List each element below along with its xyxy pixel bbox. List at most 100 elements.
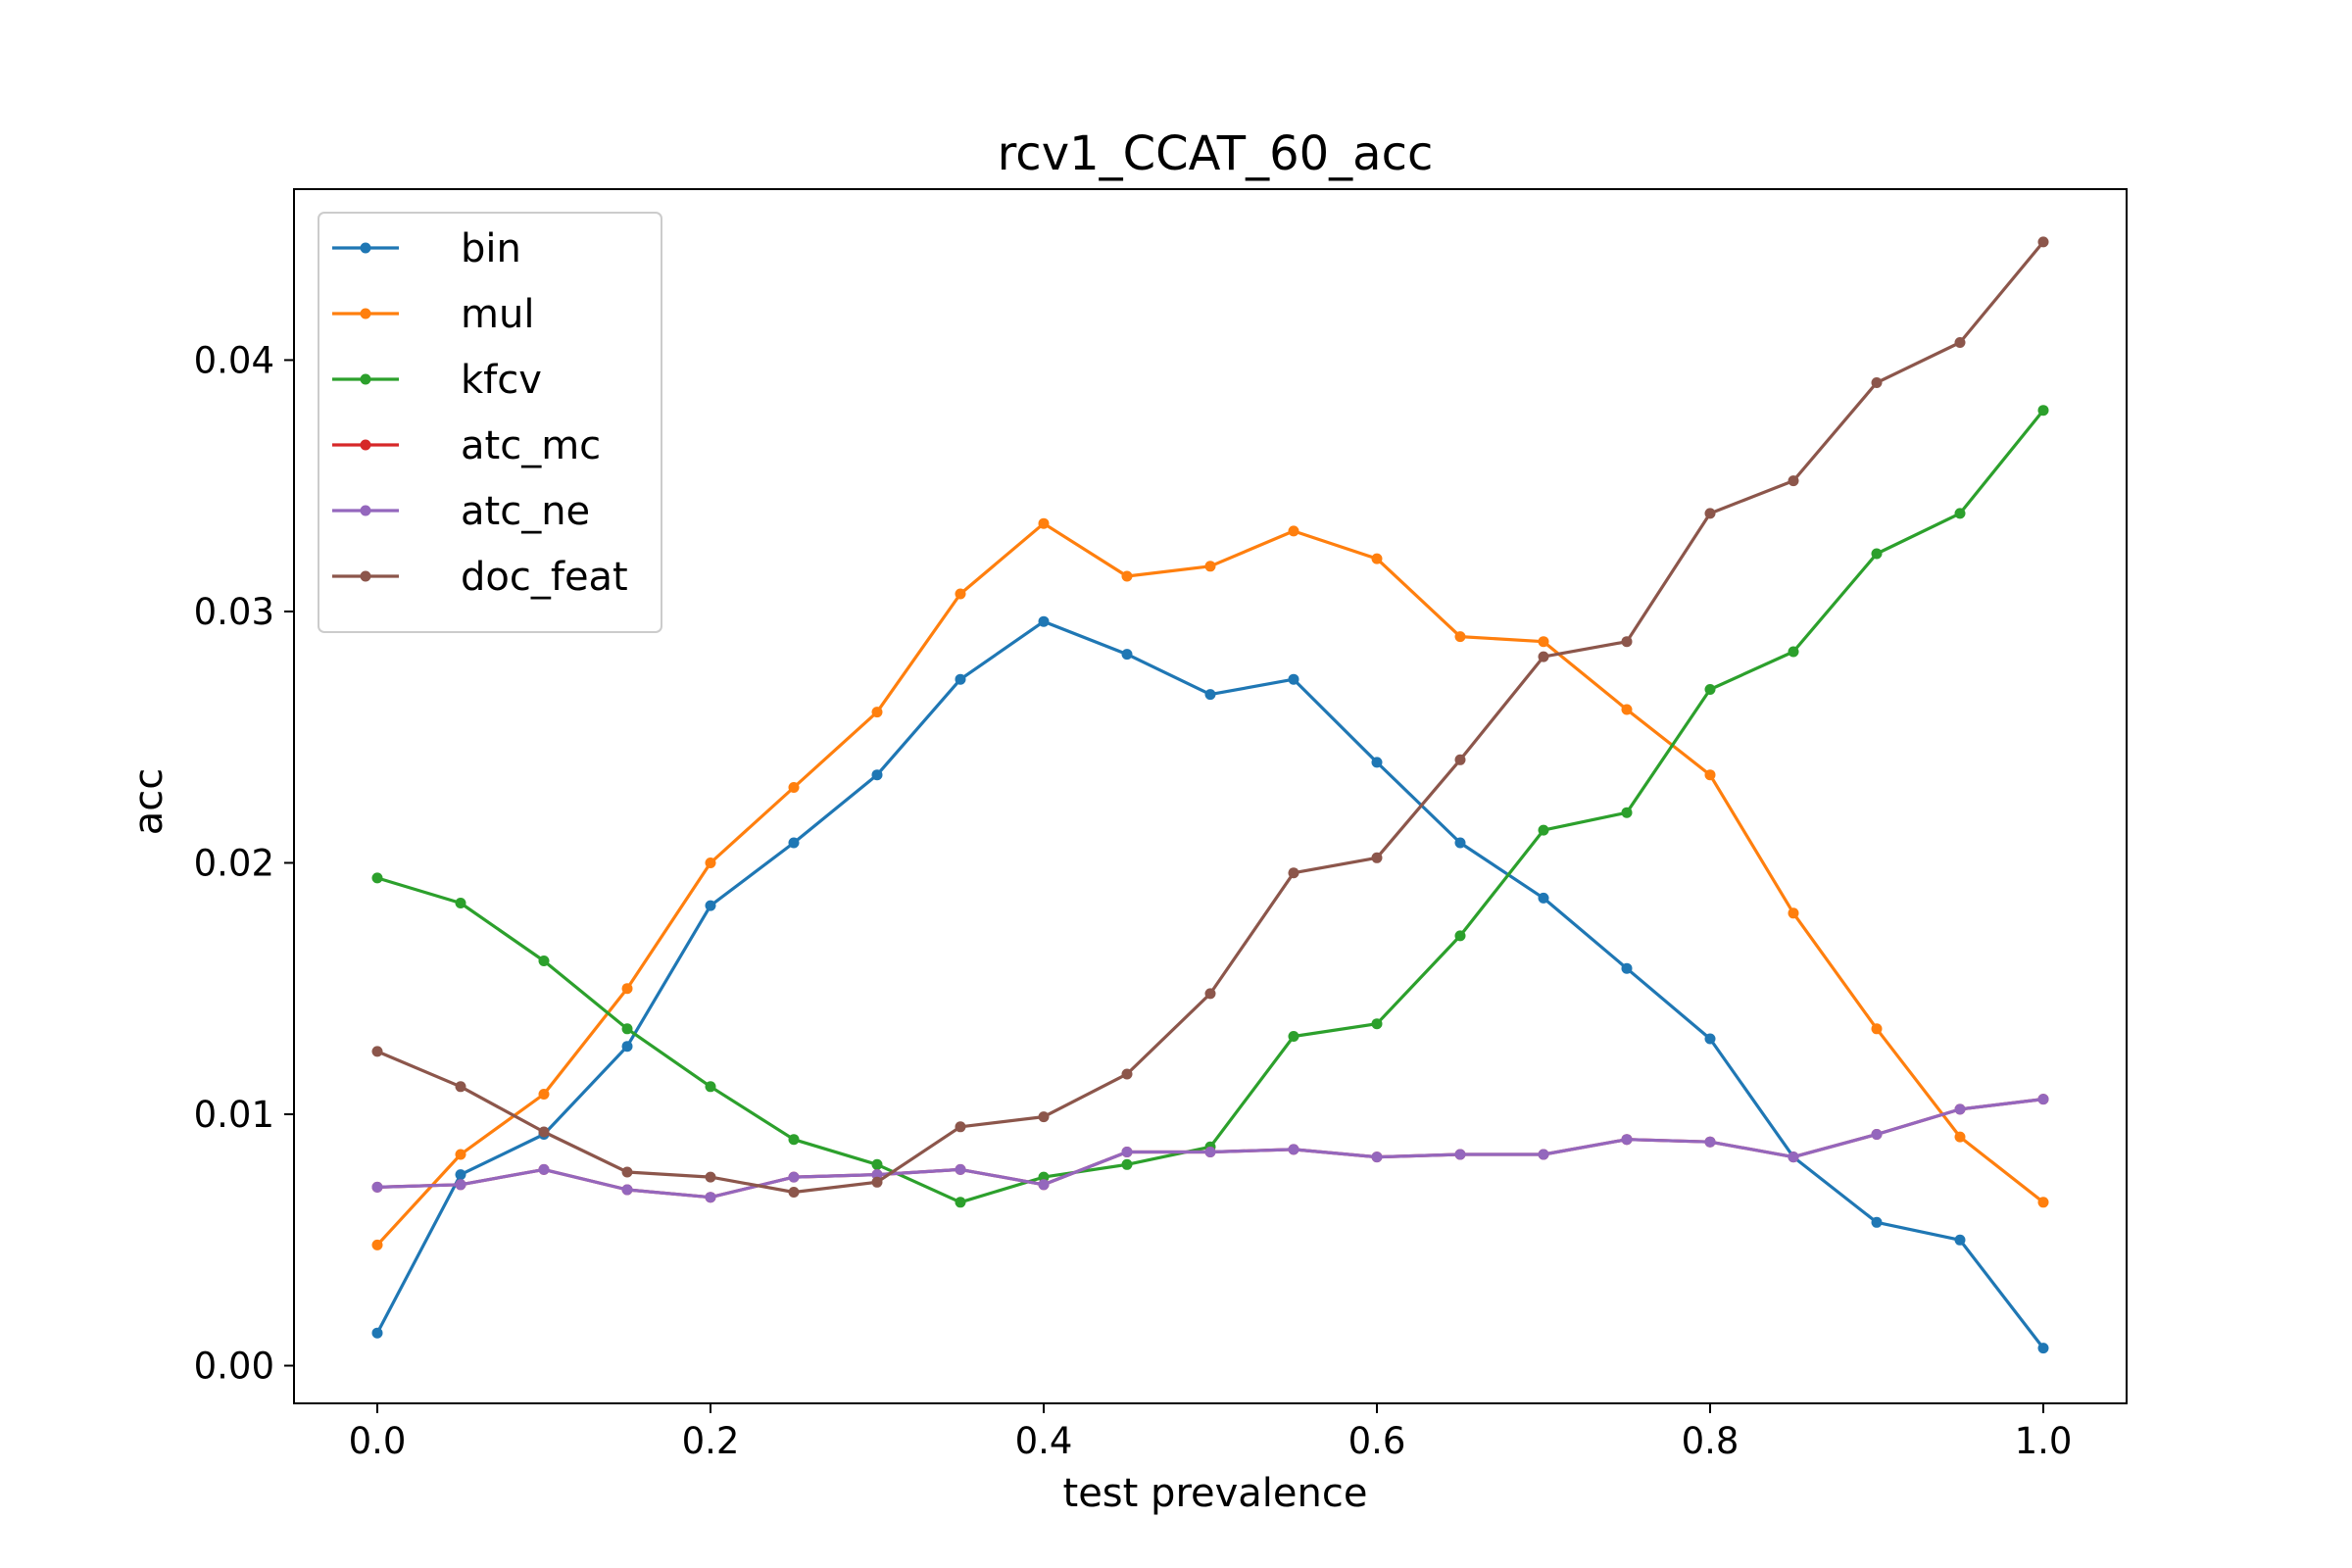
data-point-doc_feat	[371, 1046, 383, 1057]
data-point-mul	[371, 1239, 383, 1250]
data-point-kfcv	[1371, 1018, 1383, 1030]
data-point-bin	[1454, 837, 1466, 849]
y-tick-label: 0.02	[194, 842, 274, 884]
data-point-atc_ne	[1121, 1147, 1133, 1157]
data-point-mul	[1371, 553, 1383, 564]
data-point-mul	[1038, 517, 1050, 529]
legend-label: atc_ne	[461, 489, 590, 534]
data-point-mul	[1288, 525, 1299, 537]
data-point-mul	[1954, 1131, 1966, 1143]
legend-swatch-marker	[360, 570, 371, 582]
data-point-mul	[1621, 704, 1633, 715]
x-tick-label: 1.0	[2015, 1420, 2073, 1462]
legend-swatch-marker	[360, 439, 371, 451]
data-point-doc_feat	[621, 1166, 633, 1178]
data-point-doc_feat	[788, 1187, 800, 1198]
data-point-doc_feat	[1038, 1111, 1050, 1123]
legend-label: mul	[461, 292, 534, 337]
data-point-bin	[1288, 673, 1299, 685]
data-point-kfcv	[1621, 807, 1633, 818]
data-point-bin	[955, 673, 966, 685]
data-point-atc_ne	[1288, 1144, 1299, 1155]
plot-area	[371, 236, 2049, 1354]
data-point-doc_feat	[1204, 988, 1216, 1000]
data-point-kfcv	[1121, 1158, 1133, 1170]
legend-swatch-marker	[360, 373, 371, 385]
data-point-doc_feat	[1954, 337, 1966, 348]
data-point-mul	[1871, 1023, 1883, 1035]
data-point-atc_ne	[1454, 1149, 1466, 1160]
legend-swatch-marker	[360, 308, 371, 319]
y-tick-label: 0.03	[194, 591, 274, 633]
data-point-doc_feat	[1538, 651, 1549, 662]
data-point-bin	[1121, 649, 1133, 661]
data-point-mul	[538, 1089, 550, 1100]
legend-swatch-marker	[360, 505, 371, 516]
data-point-atc_ne	[705, 1192, 716, 1203]
chart-title: rcv1_CCAT_60_acc	[998, 126, 1434, 181]
data-point-bin	[1621, 962, 1633, 974]
legend-item-mul: mul	[332, 292, 534, 337]
legend-label: atc_mc	[461, 423, 601, 468]
axes-frame	[293, 188, 2128, 1404]
x-axis-label: test prevalence	[1063, 1471, 1368, 1516]
data-point-mul	[455, 1149, 466, 1160]
data-point-bin	[621, 1041, 633, 1053]
data-point-bin	[871, 769, 883, 781]
data-point-bin	[1954, 1234, 1966, 1246]
y-tick-label: 0.00	[194, 1346, 274, 1388]
data-point-doc_feat	[1621, 636, 1633, 648]
legend-item-atc_ne: atc_ne	[332, 489, 590, 534]
data-point-atc_ne	[455, 1179, 466, 1191]
data-point-bin	[1538, 892, 1549, 904]
data-point-mul	[2037, 1197, 2049, 1208]
x-tick-label: 0.0	[349, 1420, 407, 1462]
data-point-doc_feat	[1371, 852, 1383, 863]
data-point-bin	[371, 1327, 383, 1339]
legend: bin mul kfcv atc_mc atc_ne doc_feat	[318, 212, 662, 633]
data-point-bin	[2037, 1343, 2049, 1354]
data-point-atc_ne	[538, 1163, 550, 1175]
data-point-mul	[871, 707, 883, 718]
legend-label: doc_feat	[461, 555, 628, 600]
legend-item-bin: bin	[332, 226, 521, 271]
data-point-kfcv	[1538, 824, 1549, 836]
data-point-doc_feat	[2037, 236, 2049, 248]
data-point-kfcv	[1871, 548, 1883, 560]
data-point-bin	[1371, 757, 1383, 768]
y-tick-label: 0.04	[194, 339, 274, 381]
data-point-kfcv	[455, 898, 466, 908]
data-point-kfcv	[1788, 646, 1799, 658]
axes: 0.0 0.2 0.4 0.6 0.8 1.0 0.00 0.01 0.02 0.03 0.04	[194, 188, 2128, 1462]
data-point-atc_ne	[1871, 1129, 1883, 1140]
y-axis-label: acc	[126, 768, 172, 836]
series-atc_ne	[371, 1094, 2049, 1203]
data-point-atc_ne	[1538, 1149, 1549, 1160]
data-point-doc_feat	[955, 1121, 966, 1133]
x-tick-label: 0.4	[1015, 1420, 1073, 1462]
data-point-mul	[788, 782, 800, 793]
data-point-doc_feat	[1454, 754, 1466, 765]
data-point-bin	[788, 837, 800, 849]
data-point-atc_ne	[1954, 1103, 1966, 1115]
data-point-mul	[1788, 907, 1799, 919]
legend-box	[318, 212, 662, 633]
data-point-kfcv	[2037, 405, 2049, 416]
data-point-kfcv	[705, 1081, 716, 1093]
series-doc_feat	[371, 236, 2049, 1198]
data-point-mul	[1454, 631, 1466, 643]
data-point-kfcv	[1954, 508, 1966, 519]
data-point-doc_feat	[1788, 475, 1799, 487]
data-point-kfcv	[1288, 1031, 1299, 1042]
data-point-kfcv	[1704, 684, 1716, 695]
data-point-doc_feat	[1871, 377, 1883, 388]
data-point-mul	[705, 858, 716, 868]
data-point-kfcv	[1454, 930, 1466, 942]
data-point-atc_ne	[1704, 1136, 1716, 1148]
data-point-bin	[455, 1169, 466, 1181]
data-point-mul	[955, 588, 966, 600]
data-point-atc_ne	[788, 1171, 800, 1183]
data-point-doc_feat	[1288, 867, 1299, 879]
data-point-atc_ne	[955, 1163, 966, 1175]
